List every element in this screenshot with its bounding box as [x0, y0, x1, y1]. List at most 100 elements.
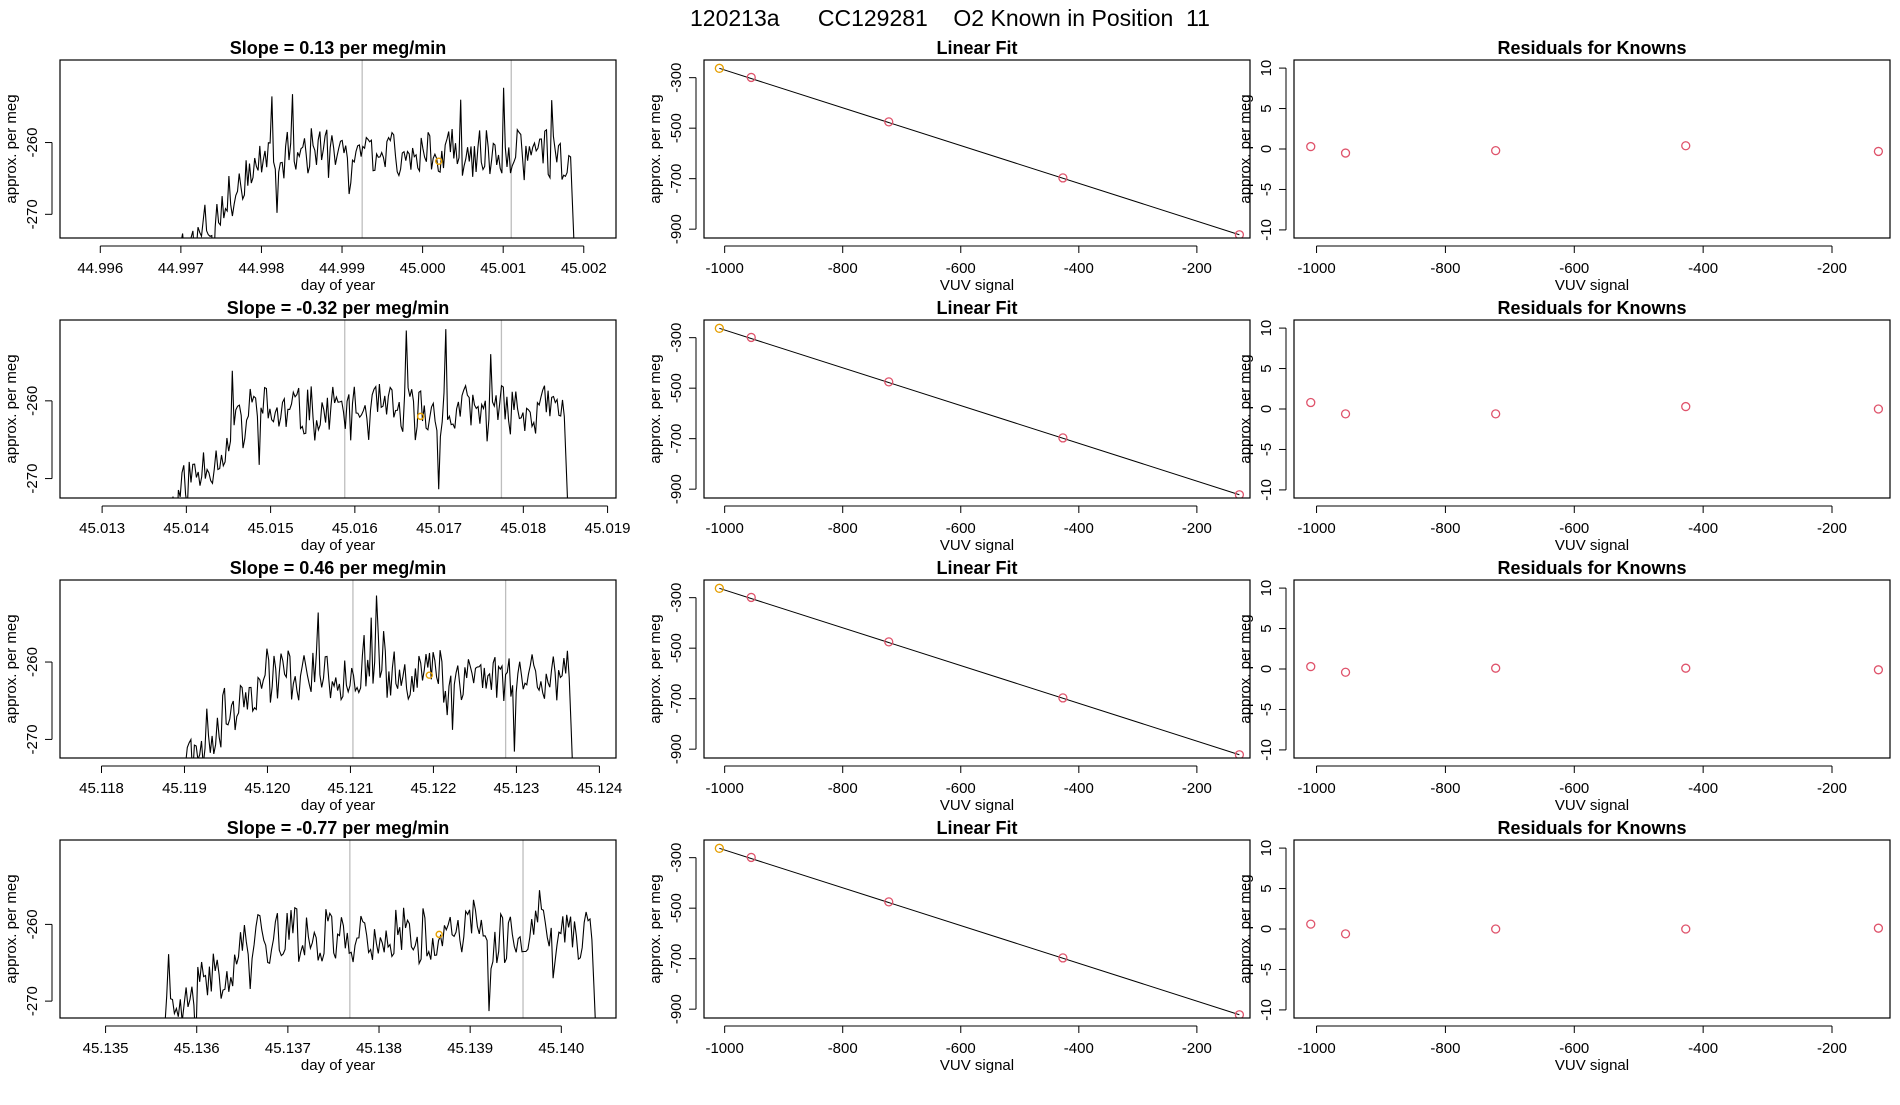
data-point — [1681, 924, 1691, 934]
y-tick-label: -270 — [24, 464, 41, 494]
plot-data — [714, 583, 1245, 758]
y-tick-label: -900 — [668, 734, 685, 764]
x-tick-label: 45.120 — [245, 780, 291, 797]
plot-data — [714, 843, 1245, 1018]
plot-data — [714, 323, 1245, 498]
fit-line — [719, 327, 1240, 496]
x-tick-label: -200 — [1182, 1040, 1212, 1057]
panel-title: Residuals for Knowns — [1497, 298, 1686, 318]
x-tick-label: -600 — [1559, 520, 1589, 537]
y-tick-label: 5 — [1258, 104, 1275, 112]
x-tick-label: -1000 — [1297, 1040, 1335, 1057]
x-tick-label: 45.138 — [356, 1040, 402, 1057]
plot-frame — [59, 839, 617, 1019]
y-axis-label: approx. per meg — [1237, 94, 1254, 203]
plot-data — [1306, 919, 1884, 939]
x-tick-label: -400 — [1064, 260, 1094, 277]
x-tick-label: -1000 — [1297, 780, 1335, 797]
data-point — [746, 72, 756, 83]
panel-title: Linear Fit — [936, 298, 1017, 318]
x-tick-label: 44.998 — [239, 260, 285, 277]
x-tick-label: 44.999 — [319, 260, 365, 277]
panel-r0-c2: Residuals for Knowns -1000 -800 -600 -400 -20… — [1237, 38, 1891, 294]
y-tick-label: -270 — [24, 986, 41, 1016]
y-tick-label: -300 — [668, 843, 685, 873]
y-tick-label: -10 — [1258, 219, 1275, 241]
y-tick-label: -260 — [24, 909, 41, 939]
x-axis-label: day of year — [301, 537, 375, 554]
panel-title: Slope = -0.32 per meg/min — [227, 298, 450, 318]
panel-r1-c1: Linear Fit -1000 -800 -600 -400 -200 VUV signa… — [647, 298, 1251, 554]
data-point — [1873, 404, 1884, 414]
y-tick-label: -900 — [668, 474, 685, 504]
panel-title: Residuals for Knowns — [1497, 38, 1686, 58]
x-tick-label: -800 — [828, 260, 858, 277]
plot-data — [181, 87, 575, 238]
panel-title: Linear Fit — [936, 818, 1017, 838]
panel-r2-c0: Slope = 0.46 per meg/min 45.118 45.119 45.1… — [3, 558, 622, 814]
data-point — [1234, 750, 1245, 758]
data-point — [1681, 663, 1691, 673]
x-tick-label: 45.018 — [500, 520, 546, 537]
y-tick-label: -500 — [668, 893, 685, 923]
y-tick-label: -5 — [1258, 443, 1275, 456]
x-tick-label: 45.001 — [480, 260, 526, 277]
x-tick-label: -800 — [1430, 260, 1460, 277]
plot-frame — [1293, 59, 1891, 239]
y-tick-label: -10 — [1258, 999, 1275, 1021]
x-axis-label: VUV signal — [940, 537, 1014, 554]
y-tick-label: -700 — [668, 944, 685, 974]
series-line — [185, 595, 573, 758]
x-tick-label: 45.002 — [561, 260, 607, 277]
y-tick-label: -260 — [24, 386, 41, 416]
y-tick-label: -300 — [668, 583, 685, 613]
plot-data — [1306, 661, 1884, 677]
y-axis-label: approx. per meg — [1237, 354, 1254, 463]
plot-frame — [1293, 579, 1891, 759]
x-tick-label: -400 — [1064, 520, 1094, 537]
x-tick-label: -1000 — [705, 1040, 743, 1057]
plot-frame — [1293, 319, 1891, 499]
series-line — [181, 87, 575, 238]
x-axis-label: VUV signal — [1555, 1057, 1629, 1074]
x-tick-label: -600 — [1559, 260, 1589, 277]
y-tick-label: -10 — [1258, 739, 1275, 761]
data-point — [1340, 667, 1351, 677]
plot-frame — [703, 579, 1251, 759]
x-tick-label: -200 — [1182, 260, 1212, 277]
y-tick-label: 10 — [1258, 840, 1275, 857]
y-tick-label: 5 — [1258, 884, 1275, 892]
x-tick-label: -200 — [1182, 520, 1212, 537]
x-tick-label: 45.118 — [79, 780, 124, 797]
x-tick-label: -1000 — [705, 260, 743, 277]
y-tick-label: 0 — [1258, 665, 1275, 673]
data-point — [1681, 141, 1691, 151]
y-tick-label: -10 — [1258, 479, 1275, 501]
plot-data — [1306, 141, 1884, 158]
panel-r3-c2: Residuals for Knowns -1000 -800 -600 -400 -20… — [1237, 818, 1891, 1074]
y-tick-label: 0 — [1258, 145, 1275, 153]
x-tick-label: -600 — [946, 780, 976, 797]
panel-title: Linear Fit — [936, 558, 1017, 578]
x-tick-label: -600 — [946, 260, 976, 277]
panel-title: Linear Fit — [936, 38, 1017, 58]
x-tick-label: -600 — [1559, 780, 1589, 797]
data-point — [714, 583, 724, 593]
y-tick-label: 0 — [1258, 925, 1275, 933]
x-tick-label: 45.019 — [585, 520, 631, 537]
y-axis-label: approx. per meg — [647, 614, 664, 723]
x-tick-label: -400 — [1688, 1040, 1718, 1057]
data-point — [1681, 401, 1691, 412]
panel-title: Residuals for Knowns — [1497, 558, 1686, 578]
y-axis-label: approx. per meg — [3, 354, 20, 463]
plot-data — [185, 595, 573, 758]
y-axis-label: approx. per meg — [647, 94, 664, 203]
x-tick-label: 45.015 — [248, 520, 294, 537]
y-tick-label: 10 — [1258, 320, 1275, 337]
y-axis-label: approx. per meg — [1237, 874, 1254, 983]
x-tick-label: 44.996 — [77, 260, 123, 277]
data-point — [1491, 663, 1501, 673]
plot-frame — [703, 319, 1251, 499]
fit-line — [719, 847, 1240, 1016]
y-tick-label: -700 — [668, 684, 685, 714]
